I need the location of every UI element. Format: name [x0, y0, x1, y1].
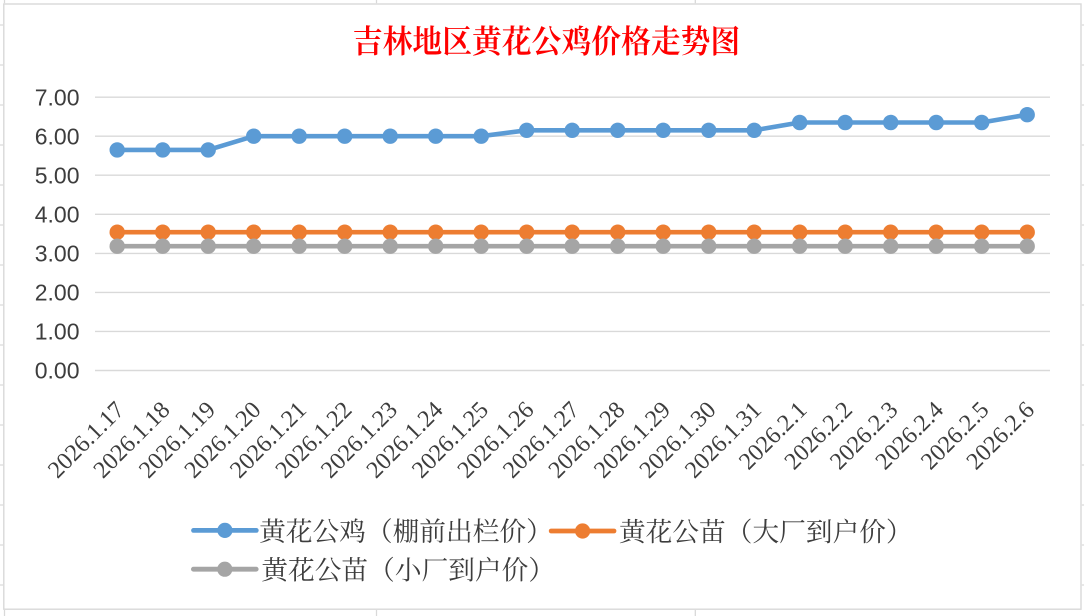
svg-text:1.00: 1.00: [35, 319, 80, 345]
svg-text:4.00: 4.00: [35, 202, 80, 228]
svg-text:6.00: 6.00: [35, 123, 80, 149]
svg-text:7.00: 7.00: [35, 84, 80, 110]
svg-text:5.00: 5.00: [35, 162, 80, 188]
svg-text:2.00: 2.00: [35, 280, 80, 306]
svg-text:0.00: 0.00: [35, 358, 80, 384]
svg-text:3.00: 3.00: [35, 241, 80, 267]
